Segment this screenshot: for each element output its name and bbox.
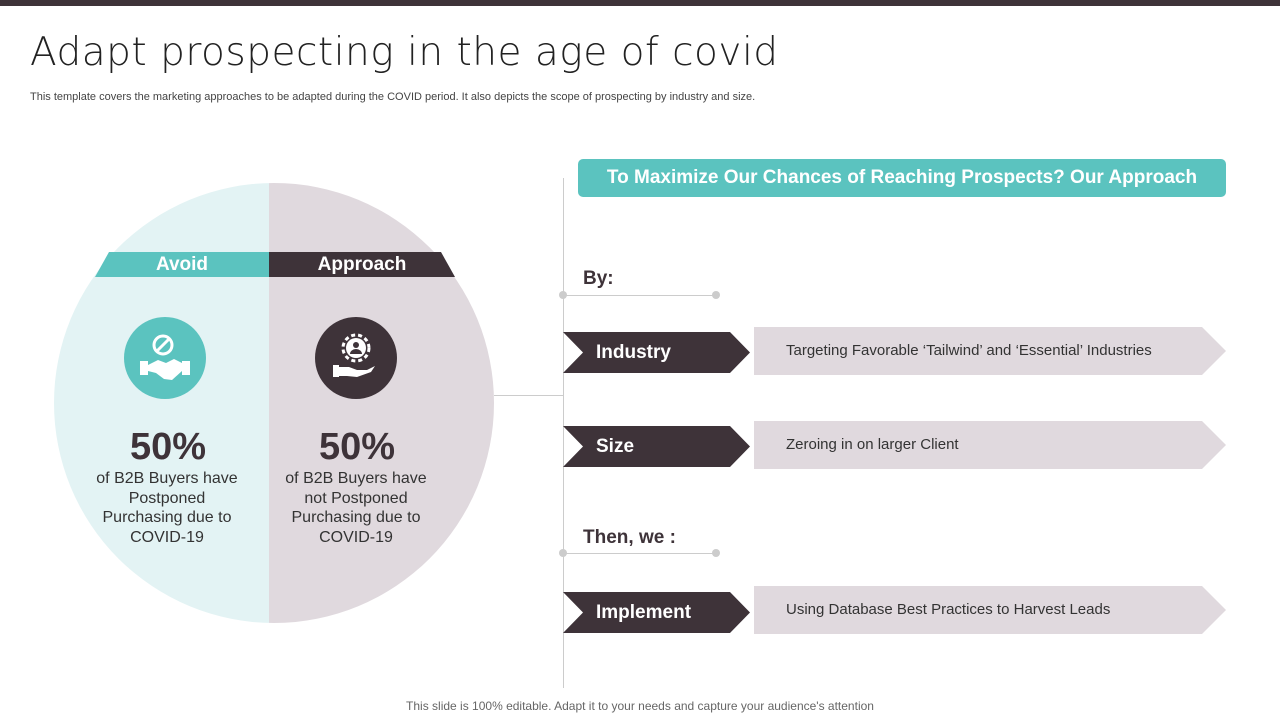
vertical-divider (563, 178, 564, 688)
top-bar (0, 0, 1280, 6)
then-underline (563, 553, 716, 554)
connector-line (494, 395, 564, 396)
by-label: By: (583, 268, 614, 289)
then-label: Then, we : (583, 527, 676, 548)
implement-text: Using Database Best Practices to Harvest… (754, 586, 1226, 634)
approach-header: To Maximize Our Chances of Reaching Pros… (578, 159, 1226, 197)
approach-percent: 50% (318, 426, 396, 468)
avoid-banner: Avoid (95, 252, 269, 277)
dot (712, 549, 720, 557)
industry-text: Targeting Favorable ‘Tailwind’ and ‘Esse… (754, 327, 1226, 375)
size-chevron: Size (563, 426, 750, 467)
dot (712, 291, 720, 299)
page-subtitle: This template covers the marketing appro… (30, 91, 756, 103)
implement-chevron: Implement (563, 592, 750, 633)
handshake-prohibited-icon (124, 317, 206, 399)
hand-gear-user-icon (315, 317, 397, 399)
approach-banner: Approach (269, 252, 455, 277)
approach-description: of B2B Buyers have not Postponed Purchas… (285, 470, 427, 546)
industry-chevron: Industry (563, 332, 750, 373)
page-title: Adapt prospecting in the age of covid (30, 30, 779, 75)
by-underline (563, 295, 716, 296)
dot (559, 291, 567, 299)
avoid-percent: 50% (129, 426, 207, 468)
footer-note: This slide is 100% editable. Adapt it to… (406, 699, 874, 713)
split-circle (54, 183, 494, 623)
dot (559, 549, 567, 557)
avoid-description: of B2B Buyers have Postponed Purchasing … (96, 470, 238, 546)
size-text: Zeroing in on larger Client (754, 421, 1226, 469)
